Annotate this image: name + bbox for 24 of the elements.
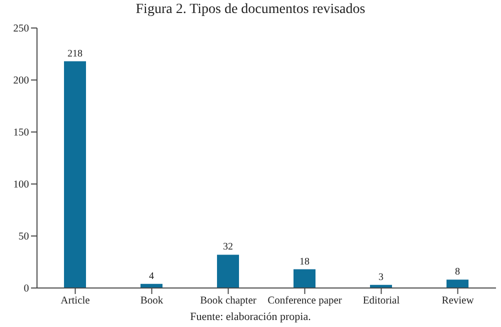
- x-tick-label: Editorial: [362, 295, 400, 306]
- data-label: 218: [68, 48, 82, 60]
- y-tick-label: 50: [18, 232, 29, 243]
- x-tick-label: Article: [60, 295, 90, 306]
- bar: [64, 61, 86, 288]
- data-label: 4: [149, 270, 154, 282]
- data-label: 18: [300, 256, 310, 268]
- x-tick-label: Book chapter: [200, 295, 257, 306]
- y-tick-label: 0: [24, 284, 29, 295]
- y-tick-label: 200: [13, 76, 29, 87]
- data-label: 32: [223, 242, 233, 253]
- y-tick-label: 150: [13, 128, 29, 139]
- x-tick-label: Conference paper: [268, 295, 342, 306]
- source-note: Fuente: elaboración propia.: [189, 311, 312, 323]
- bar: [217, 254, 239, 288]
- data-label: 8: [455, 266, 460, 278]
- bar: [294, 269, 316, 288]
- y-tick-label: 100: [13, 180, 29, 191]
- chart-title: Figura 2. Tipos de documentos revisados: [134, 2, 366, 18]
- data-label: 3: [378, 272, 384, 283]
- y-tick-label: 250: [13, 24, 29, 35]
- bar: [446, 280, 468, 288]
- x-tick-label: Review: [442, 295, 474, 306]
- x-tick-label: Book: [140, 295, 164, 306]
